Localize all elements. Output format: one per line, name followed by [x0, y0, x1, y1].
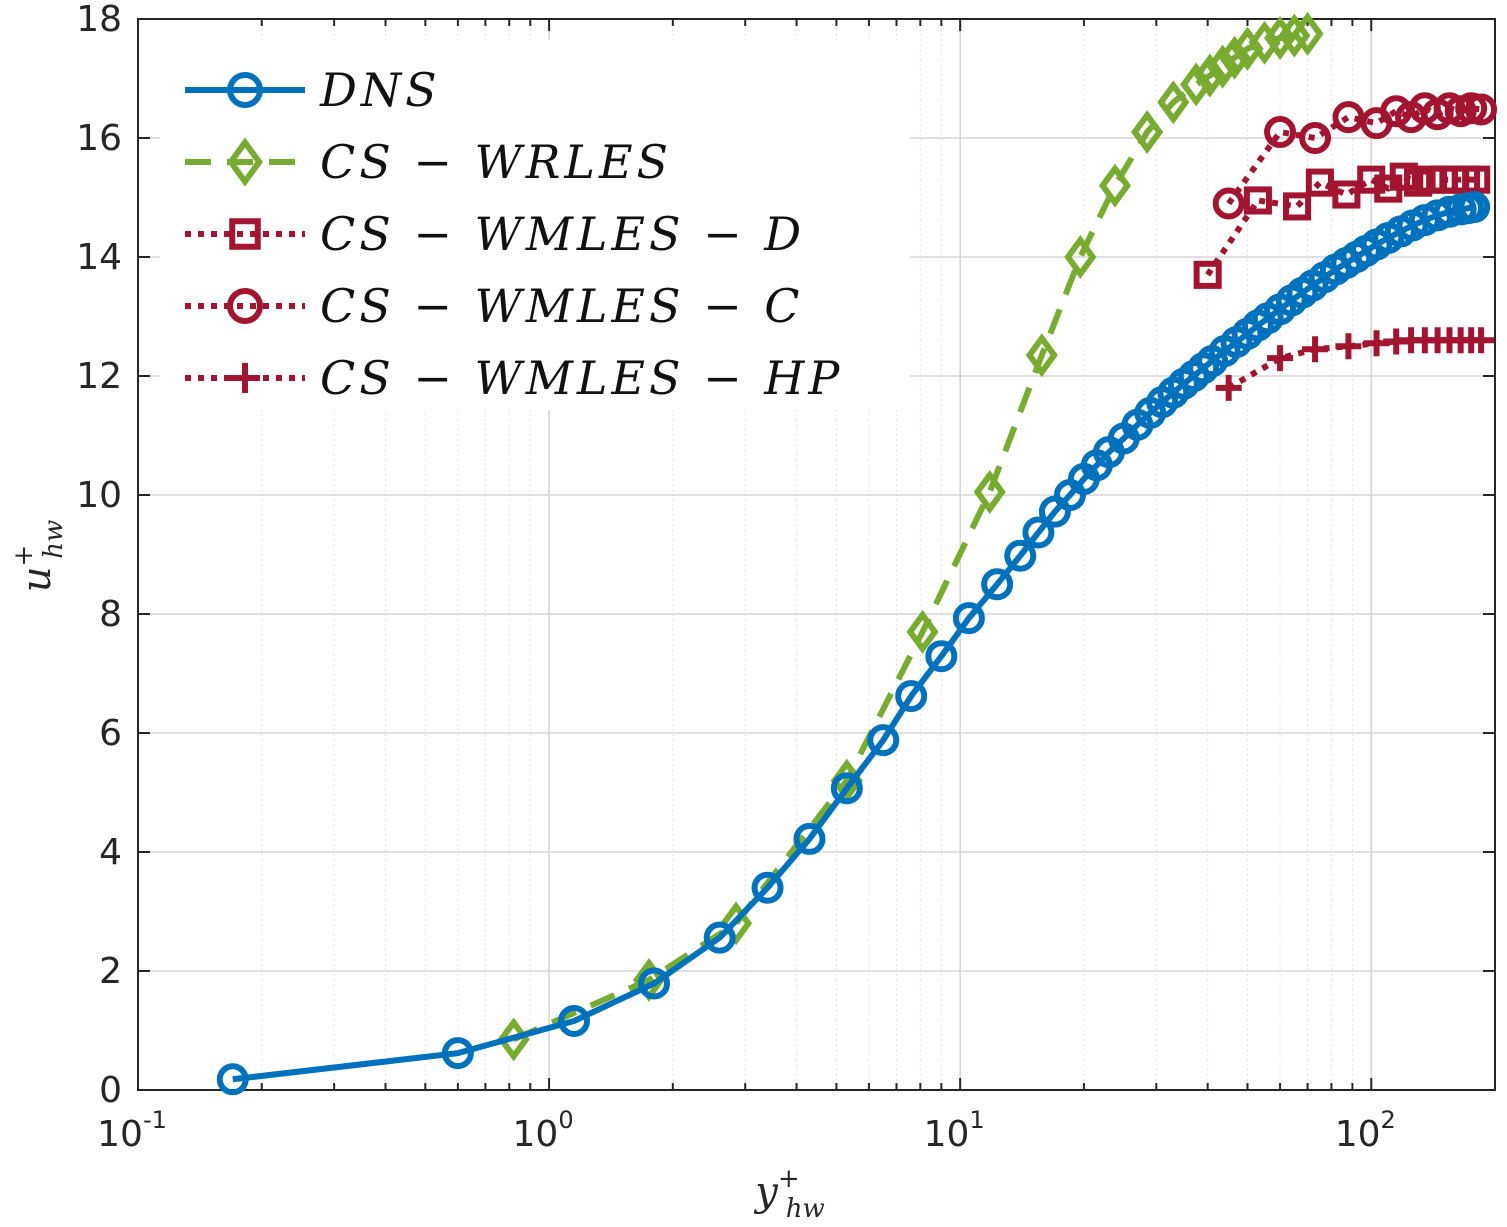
- plot-frame: [137, 18, 1496, 1091]
- series-cs-wmles-hp: [1215, 327, 1495, 401]
- series-cs-wrles: [497, 11, 1324, 1062]
- data-point: [1263, 16, 1297, 61]
- data-point: [1299, 122, 1332, 154]
- data-point: [1218, 35, 1251, 80]
- data-point: [925, 640, 958, 673]
- x-axis-label-sup: +: [778, 1164, 800, 1194]
- legend-label: DNS: [319, 63, 441, 117]
- y-tick-label: 12: [76, 356, 122, 397]
- x-axis-label-main: y: [753, 1169, 779, 1215]
- y-tick-label: 4: [99, 832, 122, 873]
- series-dns: [216, 191, 1491, 1096]
- data-point: [1131, 110, 1164, 155]
- x-tick-label: 10-1: [97, 1106, 167, 1155]
- series-cs-wmles-d: [1193, 162, 1491, 289]
- data-series: [216, 11, 1498, 1096]
- legend-item: CS − WMLES − HP: [185, 351, 843, 405]
- y-tick-label: 8: [99, 594, 122, 635]
- data-point: [558, 1004, 591, 1037]
- data-point: [1302, 336, 1329, 363]
- data-point: [1462, 165, 1491, 194]
- legend-item: CS − WMLES − C: [185, 279, 804, 333]
- y-tick-label: 14: [76, 237, 122, 278]
- y-tick-label: 18: [76, 0, 122, 40]
- data-point: [1335, 333, 1362, 360]
- y-axis-label: u+hw: [9, 520, 69, 593]
- legend-marker: [227, 72, 263, 108]
- data-point: [981, 568, 1014, 601]
- legend-marker: [227, 288, 263, 324]
- legend-background: [160, 40, 910, 410]
- x-tick-label: 102: [1335, 1106, 1396, 1155]
- x-tick-label: 101: [924, 1106, 985, 1155]
- series-cs-wmles-c: [1212, 92, 1498, 220]
- data-point: [1283, 192, 1312, 221]
- legend-marker: [227, 137, 263, 187]
- data-point: [830, 772, 863, 805]
- legend-label: CS − WMLES − HP: [320, 351, 843, 405]
- data-point: [906, 609, 939, 654]
- data-point: [1206, 44, 1239, 89]
- legend-item: CS − WMLES − D: [185, 207, 805, 261]
- y-axis-label-group: u+hw: [9, 520, 69, 593]
- data-point: [973, 470, 1006, 515]
- legend: DNS CS − WRLES CS − WMLES − D CS − WMLES − …: [160, 40, 910, 410]
- data-point: [751, 871, 784, 904]
- data-point: [1180, 62, 1213, 107]
- legend-label: CS − WRLES: [320, 135, 672, 189]
- data-point: [1458, 191, 1491, 224]
- axis-ticks: 0 2 4 6 8 10 12 14 16 18 10-1 100 101 102: [76, 0, 1496, 1155]
- data-point: [1025, 333, 1058, 378]
- data-point: [1248, 20, 1281, 65]
- data-point: [952, 602, 985, 635]
- data-point: [216, 1063, 249, 1096]
- legend-marker: [229, 218, 261, 250]
- y-axis-label-main: u: [14, 567, 60, 593]
- y-tick-label: 2: [99, 951, 122, 992]
- legend-label: CS − WMLES − D: [320, 207, 805, 261]
- data-point: [1305, 168, 1334, 197]
- data-point: [638, 967, 671, 1000]
- y-tick-label: 0: [99, 1070, 122, 1111]
- y-tick-label: 10: [76, 475, 122, 516]
- data-point: [867, 724, 900, 757]
- y-axis-label-sub: hw: [39, 520, 69, 559]
- data-point: [719, 901, 753, 946]
- data-point: [1243, 186, 1272, 215]
- data-point: [1465, 93, 1498, 126]
- data-point: [1212, 187, 1245, 220]
- legend-item: DNS: [185, 63, 441, 117]
- data-point: [1193, 53, 1226, 98]
- data-point: [1264, 116, 1297, 149]
- data-point: [793, 822, 826, 855]
- data-point: [1389, 162, 1418, 191]
- x-tick-label: 100: [513, 1106, 574, 1155]
- legend-marker: [230, 363, 260, 393]
- data-point: [1278, 13, 1311, 58]
- series-line: [1205, 173, 1477, 277]
- data-point: [1004, 539, 1037, 572]
- y-tick-label: 6: [99, 713, 122, 754]
- data-point: [895, 680, 928, 713]
- data-point: [1215, 374, 1242, 401]
- legend-item: CS − WRLES: [185, 135, 672, 189]
- data-point: [1098, 163, 1132, 208]
- data-point: [1332, 180, 1361, 209]
- data-point: [1193, 260, 1222, 289]
- data-point: [1022, 516, 1055, 549]
- data-point: [1291, 11, 1324, 56]
- data-point: [1064, 235, 1097, 279]
- data-point: [1332, 101, 1365, 134]
- x-axis-label: y+ hw: [753, 1164, 824, 1224]
- y-tick-label: 16: [76, 118, 122, 159]
- data-point: [1267, 345, 1294, 372]
- data-point: [703, 921, 736, 954]
- data-point: [441, 1037, 474, 1070]
- data-point: [1157, 80, 1190, 125]
- legend-label: CS − WMLES − C: [320, 279, 804, 333]
- y-axis-label-sup: +: [9, 545, 39, 567]
- data-point: [1468, 327, 1495, 354]
- x-axis-label-sub: hw: [786, 1194, 825, 1224]
